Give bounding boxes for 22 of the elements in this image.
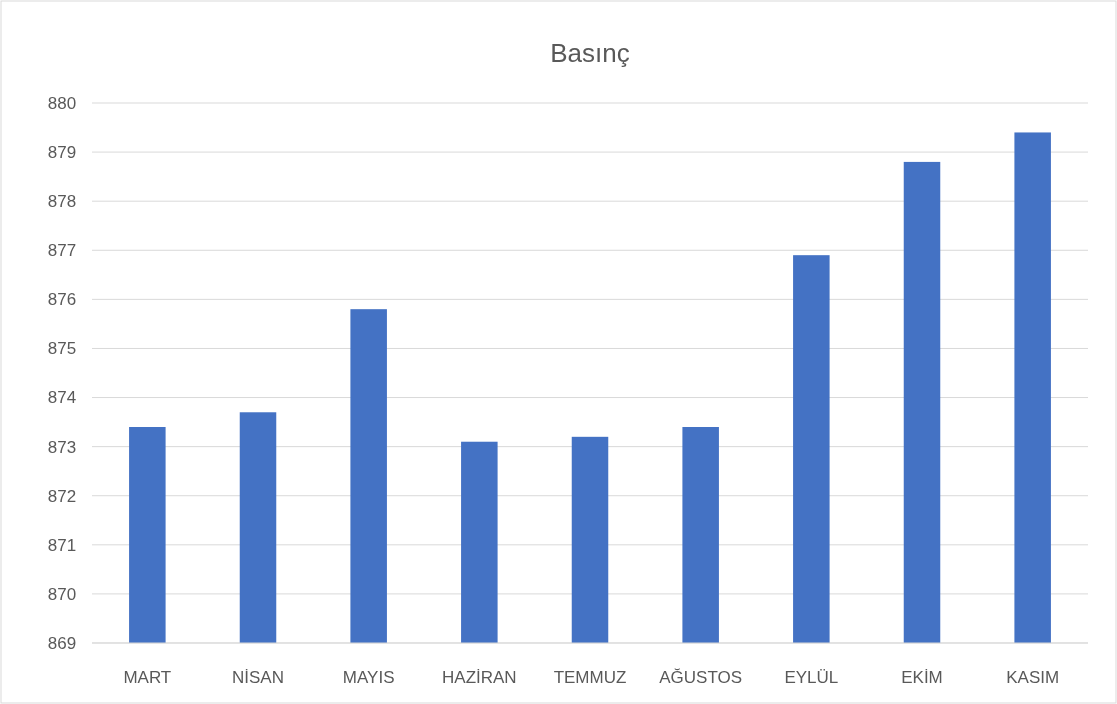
x-tick-label: EYLÜL [784, 668, 839, 687]
y-tick-label: 874 [47, 388, 77, 408]
y-tick-label: 878 [47, 192, 77, 212]
x-tick-label: AĞUSTOS [659, 668, 743, 687]
y-tick-label: 871 [47, 535, 77, 555]
x-tick-label: MART [123, 668, 172, 687]
x-tick-label: HAZİRAN [442, 668, 517, 687]
chart-title: Basınç [550, 38, 630, 68]
x-tick-label: EKİM [901, 668, 943, 687]
x-tick-label: TEMMUZ [553, 668, 627, 687]
x-tick-label: NİSAN [232, 668, 284, 687]
y-tick-label: 869 [47, 633, 77, 653]
y-tick-label: 880 [47, 93, 77, 113]
y-tick-label: 879 [47, 143, 77, 163]
y-tick-label: 870 [47, 584, 77, 604]
y-tick-label: 877 [47, 241, 77, 261]
y-tick-label: 875 [47, 339, 77, 359]
x-tick-label: KASIM [1006, 668, 1060, 687]
y-tick-label: 873 [47, 437, 77, 457]
y-tick-label: 872 [47, 486, 77, 506]
y-tick-label: 876 [47, 290, 77, 310]
x-tick-label: MAYIS [342, 668, 395, 687]
